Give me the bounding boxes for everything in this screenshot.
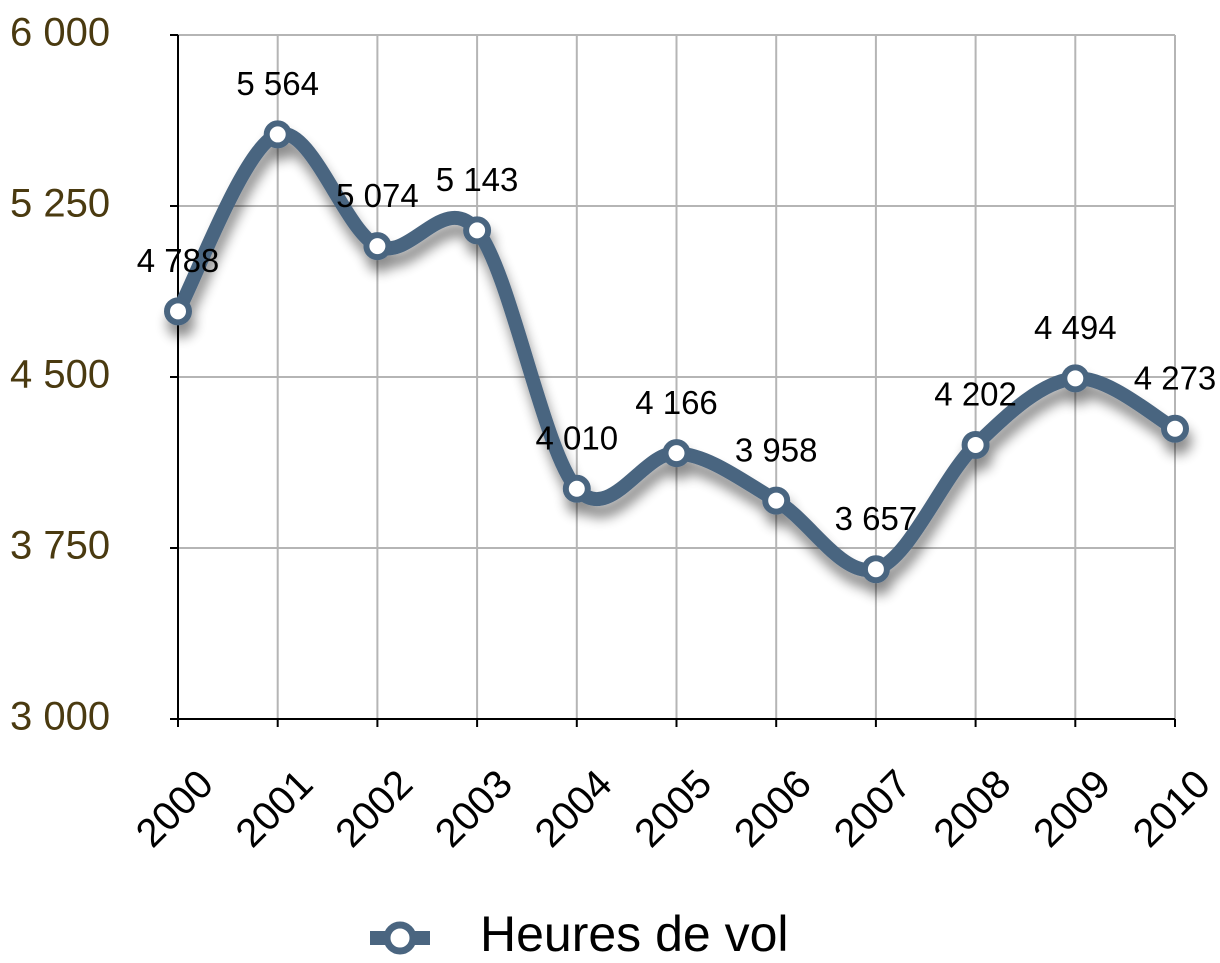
x-tick-label: 2005 [626, 762, 720, 856]
x-tick-label: 2009 [1025, 762, 1119, 856]
x-tick-label: 2007 [826, 762, 920, 856]
data-label: 5 143 [436, 161, 519, 198]
legend-marker [383, 921, 417, 955]
data-label: 4 494 [1034, 309, 1117, 346]
point [164, 297, 192, 326]
x-tick-label: 2001 [227, 762, 321, 856]
x-tick-label: 2006 [726, 762, 820, 856]
point [861, 555, 890, 584]
point [961, 430, 990, 459]
x-tick-label: 2003 [427, 762, 521, 856]
data-label: 4 166 [635, 384, 718, 421]
data-label: 5 564 [236, 65, 319, 102]
point [562, 474, 591, 503]
data-label: 4 202 [934, 376, 1017, 413]
legend-label: Heures de vol [480, 906, 789, 962]
y-tick-label: 6 000 [10, 11, 110, 55]
point [263, 120, 292, 149]
x-tick-label: 2010 [1125, 762, 1219, 856]
data-label: 3 958 [735, 431, 818, 468]
y-tick-label: 3 750 [10, 524, 110, 568]
y-tick-label: 3 000 [10, 695, 110, 739]
y-tick-label: 4 500 [10, 353, 110, 397]
point [662, 439, 691, 468]
point [463, 216, 492, 245]
point [1061, 364, 1090, 393]
x-tick-label: 2000 [128, 762, 222, 856]
data-label: 3 657 [835, 500, 918, 537]
data-label: 5 074 [336, 177, 419, 214]
point [762, 486, 791, 515]
x-tick-label: 2008 [925, 762, 1019, 856]
point [363, 232, 392, 261]
data-label: 4 788 [137, 242, 220, 279]
x-tick-label: 2002 [327, 762, 421, 856]
y-tick-label: 5 250 [10, 182, 110, 226]
x-tick-label: 2004 [527, 762, 621, 856]
data-label: 4 273 [1134, 359, 1217, 396]
data-label: 4 010 [536, 419, 619, 456]
point [1161, 414, 1189, 443]
